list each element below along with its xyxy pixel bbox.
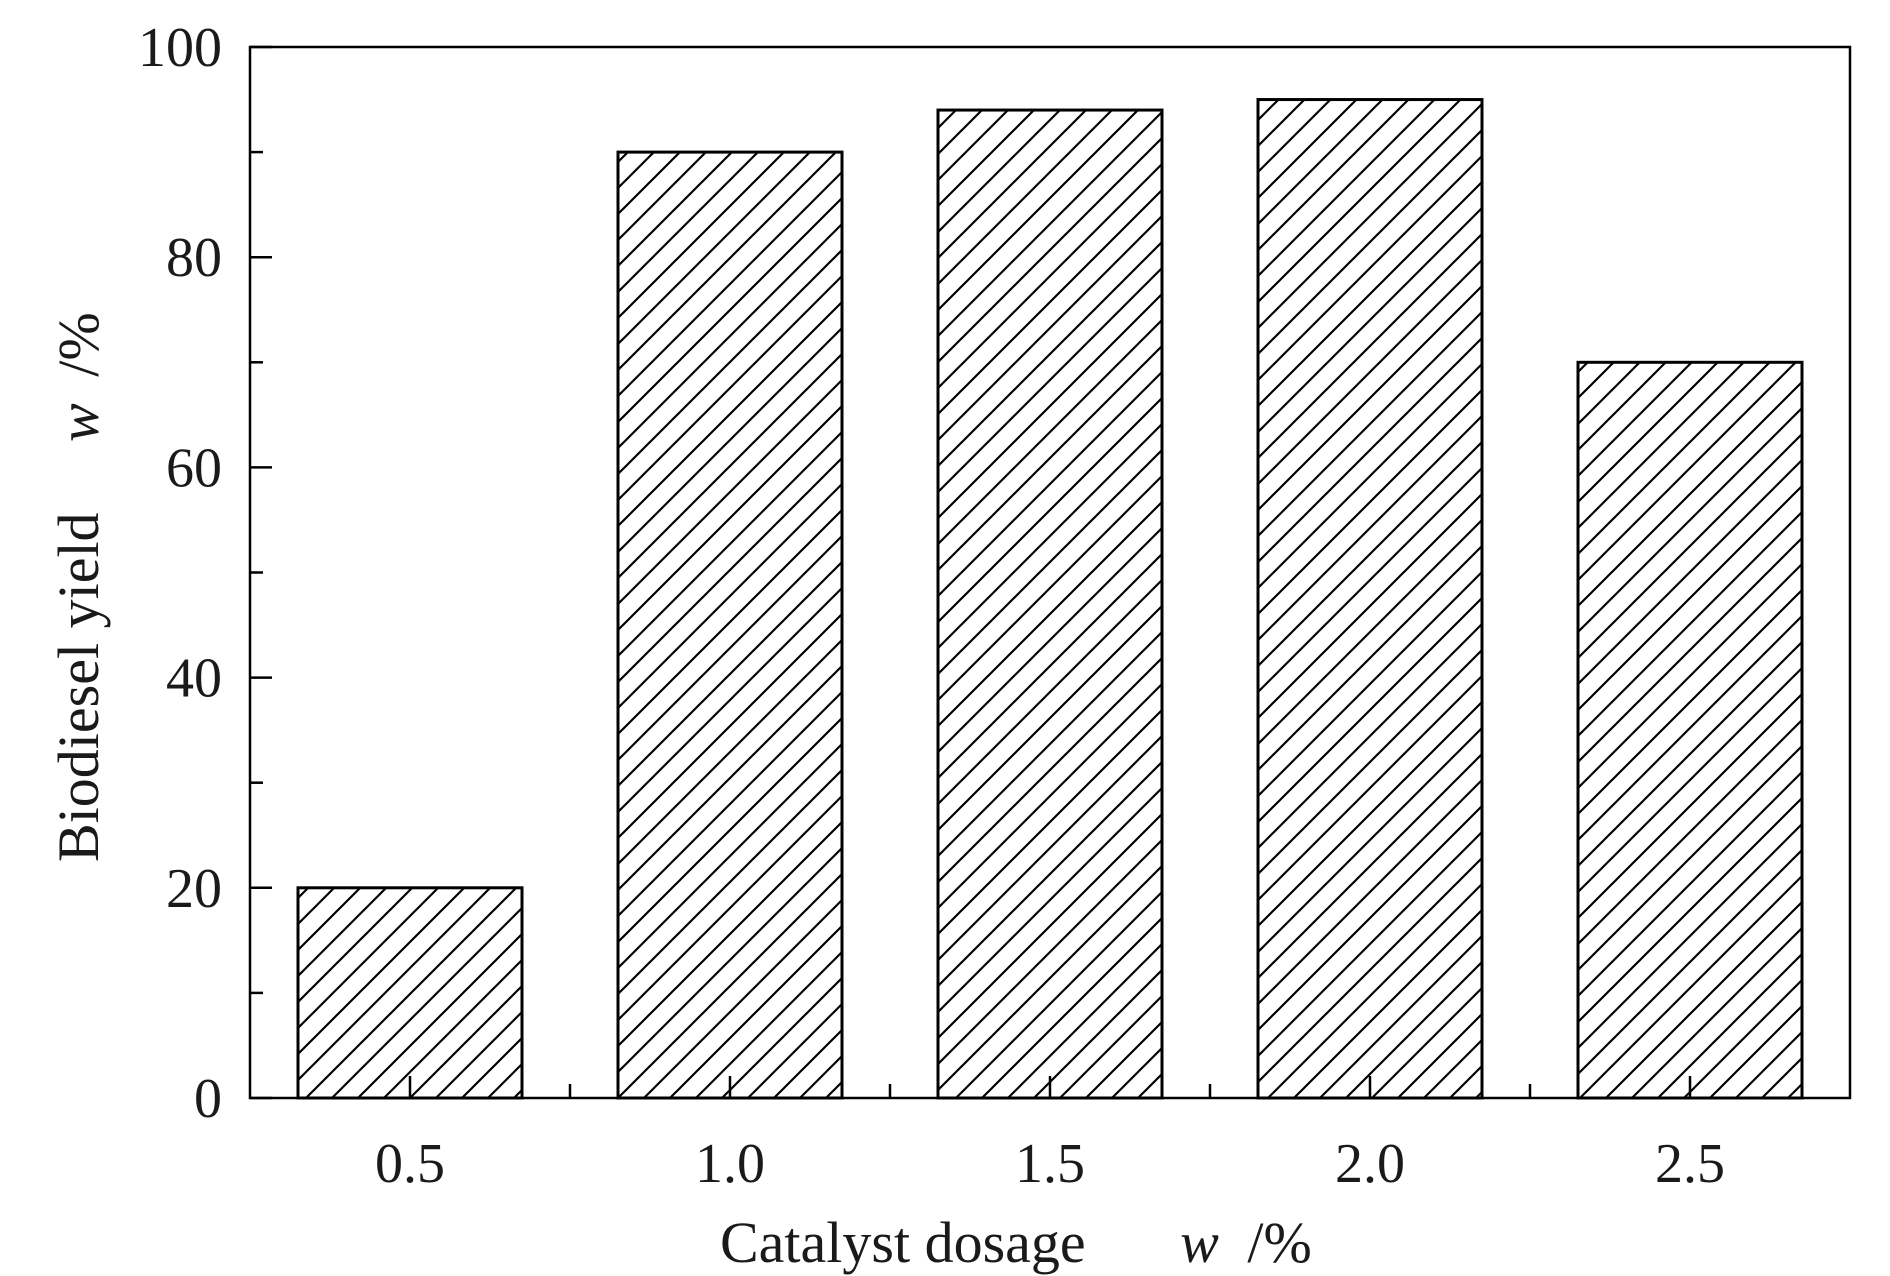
y-axis-title-text: Biodiesel yield [46,512,111,862]
bar-0.5 [296,886,524,1100]
y-axis-title: Biodiesel yield w /% [46,312,111,862]
x-axis-title-unit: /% [1247,1210,1311,1275]
bars-group [296,98,1804,1100]
y-tick-label: 80 [166,227,222,289]
bar-2.5 [1576,360,1804,1100]
x-tick-label: 1.0 [695,1133,765,1195]
bar-1.0 [616,150,844,1100]
plot-frame [248,45,1852,1100]
y-tick-label: 60 [166,437,222,499]
x-tick-label: 2.5 [1655,1133,1725,1195]
x-axis-title-text: Catalyst dosage [720,1210,1086,1275]
x-axis-title: Catalyst dosage w /% [720,1210,1312,1275]
y-axis-title-unit-var: w [46,403,111,442]
x-tick-label: 1.5 [1015,1133,1085,1195]
y-tick-label: 100 [138,17,222,79]
x-axis-ticks: 0.5 1.0 1.5 2.0 2.5 [375,1076,1725,1195]
bar-2.0 [1256,98,1484,1100]
bar-1.5 [936,108,1164,1100]
y-tick-label: 20 [166,858,222,920]
x-axis-title-unit-var: w [1180,1210,1219,1275]
y-axis-ticks: 0 20 40 60 80 100 [138,17,272,1130]
y-tick-label: 0 [194,1068,222,1130]
y-tick-label: 40 [166,648,222,710]
y-axis-title-unit: /% [46,312,111,376]
x-tick-label: 2.0 [1335,1133,1405,1195]
x-tick-label: 0.5 [375,1133,445,1195]
